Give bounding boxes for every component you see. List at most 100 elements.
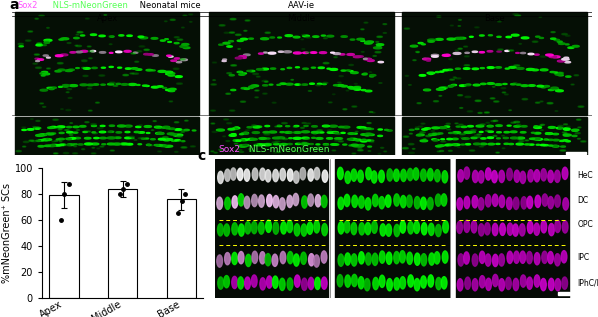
Circle shape (44, 139, 51, 141)
Circle shape (529, 85, 535, 86)
Circle shape (87, 84, 93, 86)
Circle shape (51, 133, 56, 134)
Circle shape (361, 129, 365, 130)
Ellipse shape (472, 196, 478, 208)
Circle shape (303, 52, 309, 54)
Circle shape (40, 89, 47, 91)
Circle shape (235, 57, 242, 59)
Circle shape (553, 133, 559, 135)
Circle shape (136, 69, 142, 70)
Ellipse shape (435, 224, 441, 237)
Circle shape (532, 41, 538, 42)
Text: Sox2: Sox2 (18, 1, 38, 10)
Ellipse shape (237, 168, 243, 180)
Circle shape (230, 18, 236, 20)
Circle shape (240, 38, 248, 40)
Circle shape (554, 39, 560, 41)
Circle shape (578, 138, 580, 139)
Circle shape (231, 65, 236, 66)
Circle shape (522, 99, 527, 100)
Circle shape (130, 136, 135, 138)
Circle shape (548, 126, 556, 128)
Ellipse shape (338, 222, 344, 234)
Circle shape (66, 132, 73, 133)
Circle shape (349, 138, 357, 140)
Ellipse shape (359, 252, 364, 264)
Ellipse shape (534, 223, 539, 235)
Circle shape (181, 130, 187, 131)
Circle shape (92, 147, 94, 148)
Ellipse shape (394, 278, 399, 290)
Circle shape (151, 139, 155, 140)
Circle shape (367, 123, 371, 124)
Ellipse shape (563, 198, 569, 210)
Ellipse shape (464, 196, 470, 209)
Ellipse shape (408, 275, 413, 287)
Circle shape (145, 85, 149, 87)
Circle shape (514, 121, 520, 123)
Circle shape (357, 145, 364, 146)
Ellipse shape (486, 195, 491, 207)
Circle shape (353, 87, 361, 89)
Circle shape (310, 52, 317, 53)
Circle shape (55, 70, 61, 72)
Circle shape (440, 151, 444, 152)
Circle shape (145, 138, 149, 139)
Circle shape (375, 51, 381, 53)
Circle shape (102, 144, 106, 145)
Circle shape (552, 56, 560, 58)
Circle shape (269, 131, 277, 133)
Circle shape (338, 126, 344, 128)
Circle shape (248, 87, 253, 88)
Circle shape (473, 84, 480, 86)
Ellipse shape (520, 224, 525, 236)
Circle shape (443, 54, 450, 56)
Ellipse shape (260, 278, 266, 290)
Circle shape (148, 54, 153, 55)
Circle shape (364, 58, 367, 59)
Circle shape (56, 127, 60, 128)
Ellipse shape (245, 277, 251, 289)
Ellipse shape (386, 252, 392, 264)
Circle shape (249, 150, 254, 152)
Circle shape (480, 124, 485, 125)
Circle shape (352, 153, 356, 154)
Circle shape (341, 36, 347, 37)
Ellipse shape (480, 275, 485, 288)
Circle shape (295, 84, 300, 85)
Circle shape (65, 145, 71, 146)
Circle shape (504, 132, 509, 133)
Text: HeC: HeC (578, 171, 593, 180)
Circle shape (361, 29, 364, 30)
Ellipse shape (232, 196, 238, 208)
Circle shape (303, 68, 309, 69)
Circle shape (545, 133, 551, 134)
Circle shape (154, 126, 157, 127)
Circle shape (211, 84, 216, 85)
Circle shape (416, 51, 419, 52)
Circle shape (558, 74, 563, 76)
Circle shape (508, 50, 514, 51)
Circle shape (151, 37, 158, 39)
Ellipse shape (521, 197, 527, 209)
Circle shape (231, 134, 236, 135)
Circle shape (60, 54, 68, 56)
Circle shape (423, 58, 426, 59)
Circle shape (302, 151, 306, 152)
Circle shape (264, 52, 267, 53)
Circle shape (355, 86, 361, 87)
Circle shape (493, 135, 497, 136)
Circle shape (82, 60, 87, 61)
Circle shape (563, 134, 568, 135)
Circle shape (334, 132, 338, 133)
Circle shape (239, 74, 245, 75)
Circle shape (70, 52, 76, 53)
Circle shape (553, 139, 559, 141)
Circle shape (439, 95, 442, 96)
Circle shape (47, 57, 50, 58)
Circle shape (440, 87, 447, 89)
Circle shape (373, 55, 376, 56)
Ellipse shape (514, 170, 520, 182)
Ellipse shape (294, 224, 300, 236)
Circle shape (230, 32, 234, 33)
